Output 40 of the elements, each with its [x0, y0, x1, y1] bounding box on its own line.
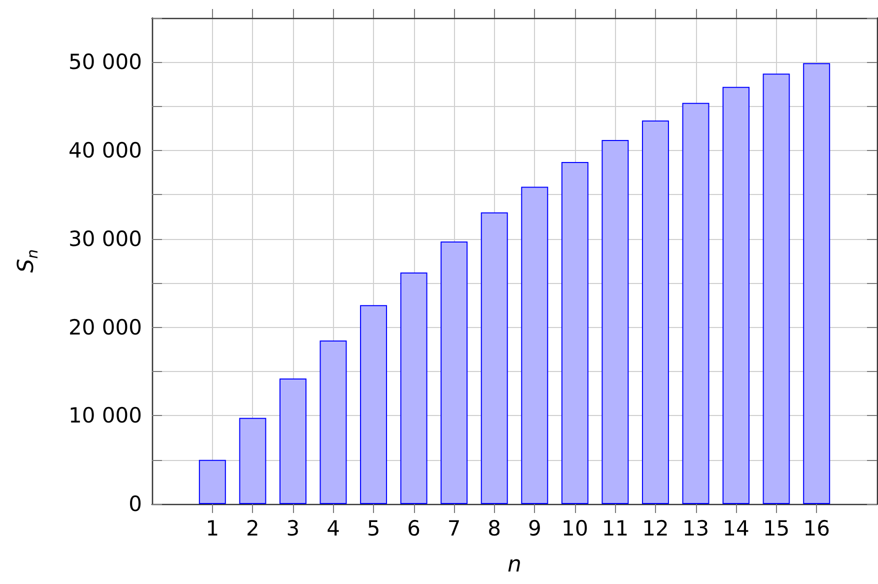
x-tick-label: 16 [803, 516, 830, 540]
bar [440, 242, 468, 504]
bar [602, 140, 629, 504]
bar [480, 212, 508, 504]
x-tick-label: 2 [246, 516, 260, 540]
y-tick-label: 0 [128, 492, 142, 516]
x-tick-label: 9 [528, 516, 542, 540]
x-tick-label: 4 [326, 516, 340, 540]
x-tick-label: 15 [762, 516, 790, 540]
bar [400, 272, 428, 504]
y-tick-label: 50 000 [68, 50, 142, 74]
x-tick-label: 14 [722, 516, 750, 540]
bar [561, 162, 588, 504]
x-tick-label: 10 [562, 516, 588, 540]
x-tick-label: 12 [642, 516, 669, 540]
y-tick-label: 30 000 [68, 226, 142, 251]
y-axis-title: Sn [14, 249, 42, 273]
bar [360, 305, 388, 504]
x-axis-title: n [508, 552, 522, 578]
y-tick-label: 10 000 [68, 404, 142, 428]
bar [239, 418, 266, 504]
x-tick-label: 3 [286, 516, 300, 540]
bar [279, 378, 306, 504]
bar [320, 340, 347, 504]
x-tick-label: 6 [407, 516, 420, 540]
y-tick-label: 20 000 [68, 315, 142, 340]
bar [762, 74, 790, 504]
x-tick-label: 8 [488, 516, 502, 540]
x-tick-label: 11 [602, 516, 629, 540]
bar [521, 186, 548, 504]
bar [722, 86, 750, 504]
x-tick-label: 13 [682, 516, 710, 540]
y-tick-label: 40 000 [68, 138, 142, 163]
bar [198, 460, 226, 504]
x-tick-label: 7 [447, 516, 461, 540]
bar [642, 120, 669, 504]
bar [682, 102, 710, 504]
x-tick-label: 5 [366, 516, 380, 540]
bar [803, 63, 830, 504]
x-tick-label: 1 [206, 516, 220, 540]
